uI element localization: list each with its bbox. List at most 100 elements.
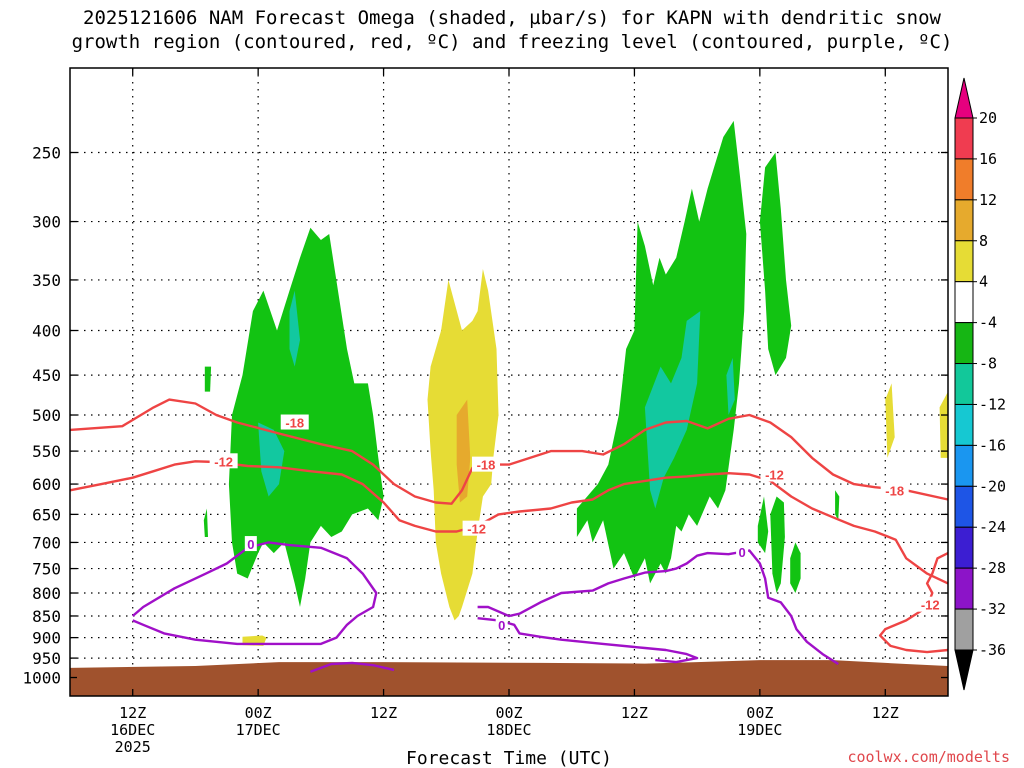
- colorbar-label-9: -20: [979, 477, 1006, 495]
- contour-label-bg-2: [472, 456, 501, 472]
- y-tick-label-1000: 1000: [22, 669, 61, 688]
- colorbar-label-0: 20: [979, 109, 997, 127]
- contour-label-5: -18: [885, 483, 904, 498]
- colorbar-top-arrow: [954, 77, 974, 119]
- y-tick-label-700: 700: [32, 533, 61, 552]
- x-tick-label-42-2: 18DEC: [486, 721, 531, 739]
- x-tick-label-66-2: 19DEC: [737, 721, 782, 739]
- omega-region-9: [258, 422, 285, 497]
- colorbar-label-12: -32: [979, 600, 1006, 618]
- colorbar-label-11: -28: [979, 559, 1006, 577]
- contour-label-bg-9: [736, 544, 749, 560]
- colorbar-label-8: -16: [979, 436, 1006, 454]
- omega-region-8: [835, 490, 840, 521]
- omega-region-16: [939, 391, 948, 458]
- colorbar-swatch-7: [954, 403, 974, 446]
- colorbar-swatch-12: [954, 608, 974, 651]
- contour-label-bg-8: [495, 616, 508, 632]
- colorbar-swatch-8: [954, 444, 974, 487]
- contour-label-9: 0: [738, 545, 745, 560]
- omega-region-2: [759, 152, 792, 376]
- contour-label-2: -18: [477, 458, 496, 473]
- y-tick-label-350: 350: [32, 271, 61, 290]
- colorbar-label-4: 4: [979, 273, 988, 291]
- chart-title-line-2: growth region (contoured, red, ºC) and f…: [71, 31, 953, 53]
- contour-label-6: -12: [921, 598, 940, 613]
- colorbar-label-3: 8: [979, 232, 988, 250]
- contour-labels: -18 -12 -18 -12 -12 -18 -12 0 0 0: [209, 414, 945, 633]
- omega-region-3: [757, 496, 769, 554]
- colorbar-label-13: -36: [979, 641, 1006, 659]
- colorbar-swatch-11: [954, 567, 974, 610]
- colorbar-swatch-10: [954, 526, 974, 569]
- y-tick-label-550: 550: [32, 442, 61, 461]
- contour-label-0: -18: [285, 416, 304, 431]
- x-tick-label-6-2: 16DEC: [110, 721, 155, 739]
- y-tick-label-250: 250: [32, 144, 61, 163]
- y-tick-label-800: 800: [32, 584, 61, 603]
- y-tick-label-900: 900: [32, 629, 61, 648]
- x-axis-title: Forecast Time (UTC): [406, 748, 612, 768]
- x-tick-label-18-1: 00Z: [245, 704, 272, 722]
- colorbar-swatch-9: [954, 485, 974, 528]
- chart-title: 2025121606 NAM Forecast Omega (shaded, µ…: [0, 6, 1024, 54]
- colorbar-swatch-1: [954, 158, 974, 201]
- colorbar-label-7: -12: [979, 395, 1006, 413]
- x-tick-label-66-1: 00Z: [746, 704, 773, 722]
- y-tick-label-850: 850: [32, 607, 61, 626]
- colorbar-swatch-2: [954, 199, 974, 242]
- omega-region-17: [456, 399, 471, 503]
- omega-region-15: [885, 383, 895, 458]
- y-axis: 250 300 350 400 450 500 550 600 650 700 750 800 850 9…: [22, 144, 948, 688]
- y-tick-label-500: 500: [32, 406, 61, 425]
- freezing-contour-1: [309, 661, 395, 673]
- omega-region-1: [576, 120, 747, 584]
- contour-label-bg-5: [880, 482, 909, 498]
- colorbar-swatch-3: [954, 240, 974, 283]
- colorbar-label-6: -8: [979, 355, 997, 373]
- y-tick-label-400: 400: [32, 322, 61, 341]
- ground-layer: [70, 660, 948, 696]
- source-credit: coolwx.com/modelts: [847, 748, 1010, 766]
- contour-label-bg-1: [209, 453, 238, 469]
- contour-label-8: 0: [498, 618, 505, 633]
- contour-label-3: -12: [467, 522, 486, 537]
- chart-title-line-1: 2025121606 NAM Forecast Omega (shaded, µ…: [83, 7, 941, 29]
- plot-background: [70, 68, 948, 696]
- contour-label-bg-0: [280, 414, 309, 430]
- dgz-contour-2: [878, 552, 949, 654]
- x-tick-label-6-1: 12Z: [119, 704, 146, 722]
- contour-label-bg-4: [760, 466, 789, 482]
- colorbar-swatch-4: [954, 281, 974, 324]
- colorbar-label-2: 12: [979, 191, 997, 209]
- freezing-contour-2: [477, 549, 839, 666]
- contour-label-1: -12: [214, 454, 233, 469]
- omega-region-6: [204, 366, 212, 392]
- omega-region-11: [644, 311, 701, 509]
- y-tick-label-750: 750: [32, 560, 61, 579]
- omega-region-12: [726, 357, 735, 415]
- contour-label-bg-7: [244, 536, 257, 552]
- contour-label-4: -12: [765, 467, 784, 482]
- y-tick-label-600: 600: [32, 475, 61, 494]
- dgz-contour-0: [69, 398, 949, 505]
- x-tick-label-42-1: 00Z: [495, 704, 522, 722]
- contour-label-bg-6: [916, 596, 945, 612]
- colorbar: 20 16 12 8 4 -4 -8 -12 -16 -20 -24 -28 -32 -36: [954, 77, 1006, 691]
- omega-region-7: [203, 508, 208, 537]
- colorbar-bottom-arrow: [954, 649, 974, 691]
- ground-surface: [70, 660, 948, 696]
- x-tick-label-54-1: 12Z: [621, 704, 648, 722]
- contour-label-7: 0: [247, 537, 254, 552]
- omega-region-10: [289, 290, 300, 367]
- y-tick-label-650: 650: [32, 505, 61, 524]
- x-tick-label-30-1: 12Z: [370, 704, 397, 722]
- freezing-contour-3: [477, 617, 699, 664]
- y-tick-label-950: 950: [32, 649, 61, 668]
- omega-region-5: [790, 542, 801, 593]
- y-tick-label-450: 450: [32, 366, 61, 385]
- x-tick-label-78-1: 12Z: [872, 704, 899, 722]
- y-tick-label-300: 300: [32, 213, 61, 232]
